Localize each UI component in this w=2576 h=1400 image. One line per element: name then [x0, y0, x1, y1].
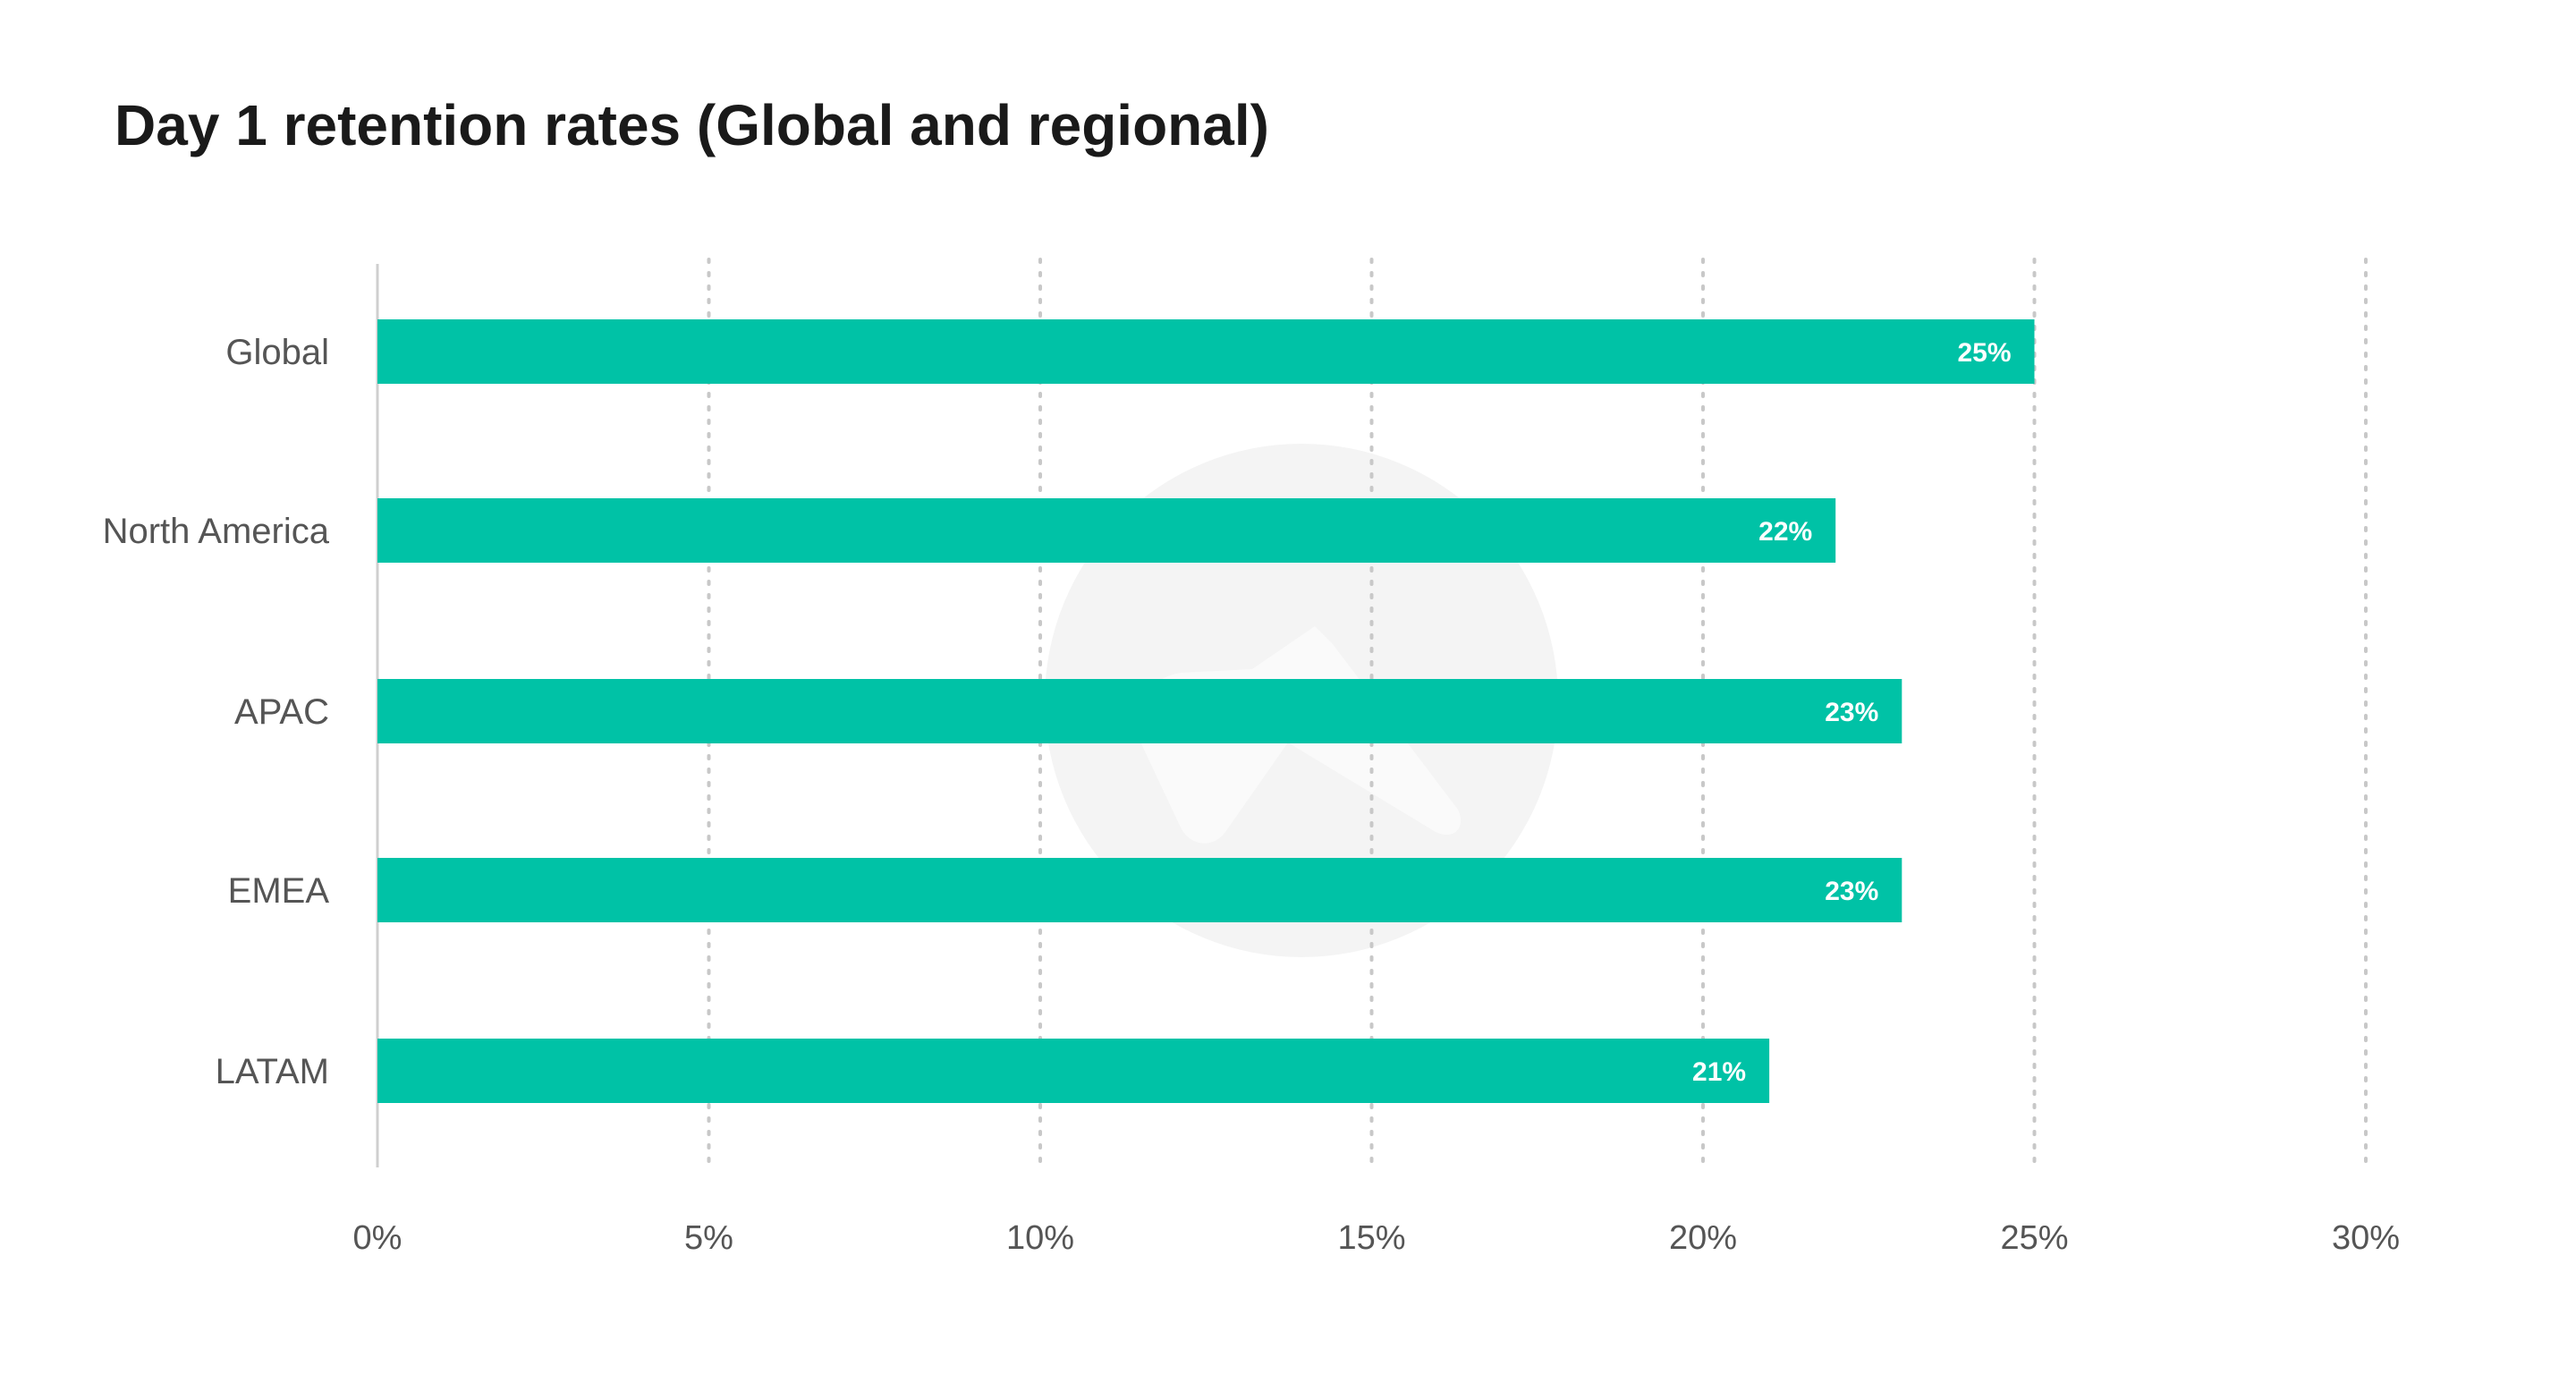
data-label: 22%: [1758, 517, 1812, 547]
category-labels: Global North America APAC EMEA LATAM: [103, 333, 330, 1091]
x-tick-label: 15%: [1337, 1219, 1405, 1257]
x-tick-label: 25%: [2000, 1219, 2068, 1257]
category-label: APAC: [234, 692, 329, 732]
category-label: North America: [103, 512, 330, 551]
x-tick-label: 0%: [353, 1219, 402, 1257]
category-label: Global: [225, 333, 329, 372]
x-tick-label: 20%: [1669, 1219, 1737, 1257]
x-tick-label: 5%: [684, 1219, 733, 1257]
data-label: 23%: [1825, 877, 1878, 906]
data-label: 25%: [1957, 338, 2011, 368]
x-tick-label: 10%: [1006, 1219, 1074, 1257]
bar: [377, 1039, 1770, 1103]
x-tick-label: 30%: [2332, 1219, 2400, 1257]
bar: [377, 679, 1902, 743]
bar: [377, 498, 1836, 563]
bar: [377, 858, 1902, 922]
x-gridlines: [707, 258, 2368, 1169]
chart-title: Day 1 retention rates (Global and region…: [114, 93, 1269, 157]
bar-series: 25% 22% 23% 23% 21%: [377, 319, 2035, 1103]
data-label: 23%: [1825, 698, 1878, 727]
data-label: 21%: [1692, 1057, 1746, 1087]
bar: [377, 319, 2035, 384]
x-tick-labels: 0% 5% 10% 15% 20% 25% 30%: [353, 1219, 2400, 1257]
category-label: EMEA: [228, 871, 330, 911]
category-label: LATAM: [216, 1052, 329, 1091]
